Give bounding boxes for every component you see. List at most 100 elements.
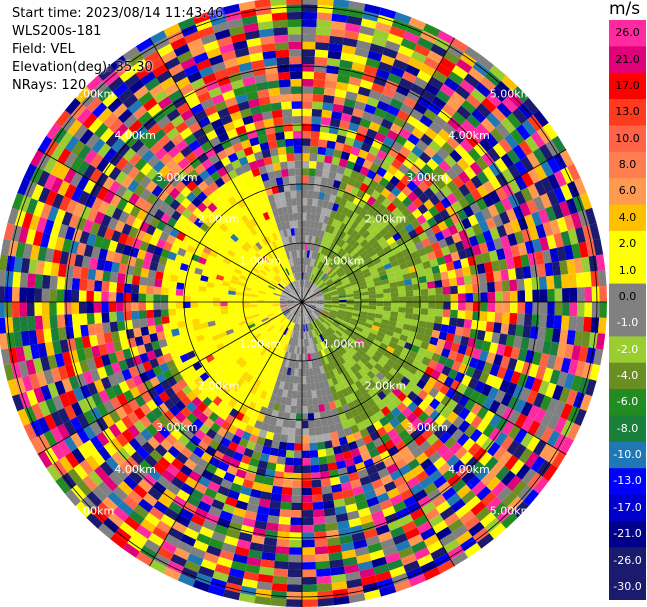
- velocity-gate: [168, 501, 183, 515]
- velocity-gate: [251, 143, 262, 154]
- velocity-gate: [25, 359, 37, 376]
- velocity-gate: [96, 224, 108, 238]
- velocity-gate: [314, 538, 328, 548]
- velocity-gate: [357, 320, 366, 326]
- velocity-gate: [314, 236, 320, 245]
- velocity-gate: [261, 445, 272, 455]
- velocity-gate: [37, 450, 53, 469]
- velocity-gate: [257, 303, 265, 307]
- velocity-gate: [464, 246, 475, 258]
- velocity-gate: [380, 474, 394, 486]
- velocity-gate: [292, 281, 297, 289]
- velocity-gate: [35, 329, 45, 344]
- velocity-gate: [136, 144, 150, 158]
- velocity-gate: [320, 273, 327, 280]
- velocity-gate: [257, 505, 270, 516]
- velocity-gate: [185, 440, 198, 453]
- velocity-gate: [302, 465, 311, 474]
- velocity-gate: [341, 241, 349, 250]
- velocity-gate: [332, 6, 349, 16]
- velocity-gate: [514, 175, 528, 191]
- velocity-gate: [350, 408, 360, 418]
- velocity-gate: [258, 356, 266, 365]
- velocity-gate: [403, 495, 418, 508]
- velocity-gate: [273, 256, 280, 265]
- velocity-gate: [329, 401, 337, 410]
- velocity-gate: [212, 386, 223, 396]
- velocity-gate: [345, 235, 354, 245]
- velocity-gate: [376, 249, 386, 258]
- velocity-gate: [588, 332, 598, 349]
- velocity-gate: [324, 303, 332, 306]
- velocity-gate: [442, 309, 451, 318]
- velocity-gate: [322, 289, 330, 294]
- velocity-gate: [202, 386, 213, 397]
- velocity-gate: [98, 248, 108, 261]
- velocity-gate: [297, 287, 301, 295]
- velocity-gate: [268, 242, 275, 251]
- velocity-gate: [493, 237, 504, 250]
- velocity-gate: [139, 415, 152, 429]
- velocity-gate: [268, 225, 276, 234]
- velocity-gate: [324, 515, 337, 524]
- velocity-gate: [181, 417, 193, 430]
- velocity-gate: [267, 286, 275, 292]
- velocity-gate: [576, 287, 585, 302]
- velocity-gate: [493, 322, 502, 334]
- velocity-gate: [305, 235, 309, 243]
- velocity-gate: [138, 371, 150, 384]
- velocity-gate: [257, 292, 266, 297]
- velocity-gate: [488, 427, 502, 442]
- velocity-gate: [199, 169, 211, 181]
- velocity-gate: [275, 287, 283, 292]
- velocity-gate: [406, 476, 420, 489]
- velocity-gate: [121, 415, 134, 429]
- velocity-gate: [101, 312, 110, 323]
- velocity-gate: [71, 313, 81, 327]
- velocity-gate: [385, 181, 396, 193]
- velocity-gate: [262, 255, 270, 264]
- velocity-gate: [203, 417, 215, 429]
- velocity-gate: [400, 376, 411, 387]
- velocity-gate: [302, 339, 305, 347]
- velocity-gate: [220, 261, 230, 269]
- velocity-gate: [385, 267, 394, 275]
- velocity-gate: [305, 338, 309, 347]
- velocity-gate: [342, 379, 351, 389]
- velocity-gate: [342, 556, 358, 567]
- velocity-gate: [344, 254, 352, 263]
- velocity-gate: [320, 177, 329, 186]
- velocity-gate: [121, 368, 133, 381]
- velocity-gate: [274, 42, 289, 51]
- velocity-gate: [306, 308, 311, 315]
- velocity-gate: [163, 421, 176, 434]
- velocity-gate: [465, 302, 474, 311]
- velocity-gate: [235, 291, 244, 296]
- velocity-gate: [395, 134, 408, 146]
- velocity-gate: [316, 296, 324, 299]
- velocity-gate: [297, 339, 301, 347]
- velocity-gate: [261, 317, 269, 323]
- velocity-gate: [210, 329, 219, 337]
- velocity-gate: [228, 290, 236, 295]
- velocity-gate: [579, 394, 593, 412]
- velocity-gate: [121, 402, 134, 416]
- velocity-gate: [261, 229, 269, 238]
- velocity-gate: [330, 252, 337, 260]
- velocity-gate: [174, 254, 184, 263]
- velocity-gate: [398, 366, 409, 377]
- velocity-gate: [406, 151, 419, 164]
- velocity-gate: [306, 272, 310, 281]
- velocity-gate: [278, 254, 284, 263]
- velocity-gate: [136, 249, 147, 260]
- velocity-gate: [559, 200, 571, 217]
- velocity-gate: [397, 339, 407, 348]
- velocity-gate: [144, 539, 161, 554]
- velocity-gate: [74, 336, 84, 350]
- velocity-gate: [249, 376, 258, 386]
- velocity-gate: [259, 141, 270, 152]
- velocity-gate: [361, 302, 369, 306]
- velocity-gate: [288, 295, 296, 299]
- velocity-gate: [302, 584, 318, 593]
- velocity-gate: [329, 272, 337, 279]
